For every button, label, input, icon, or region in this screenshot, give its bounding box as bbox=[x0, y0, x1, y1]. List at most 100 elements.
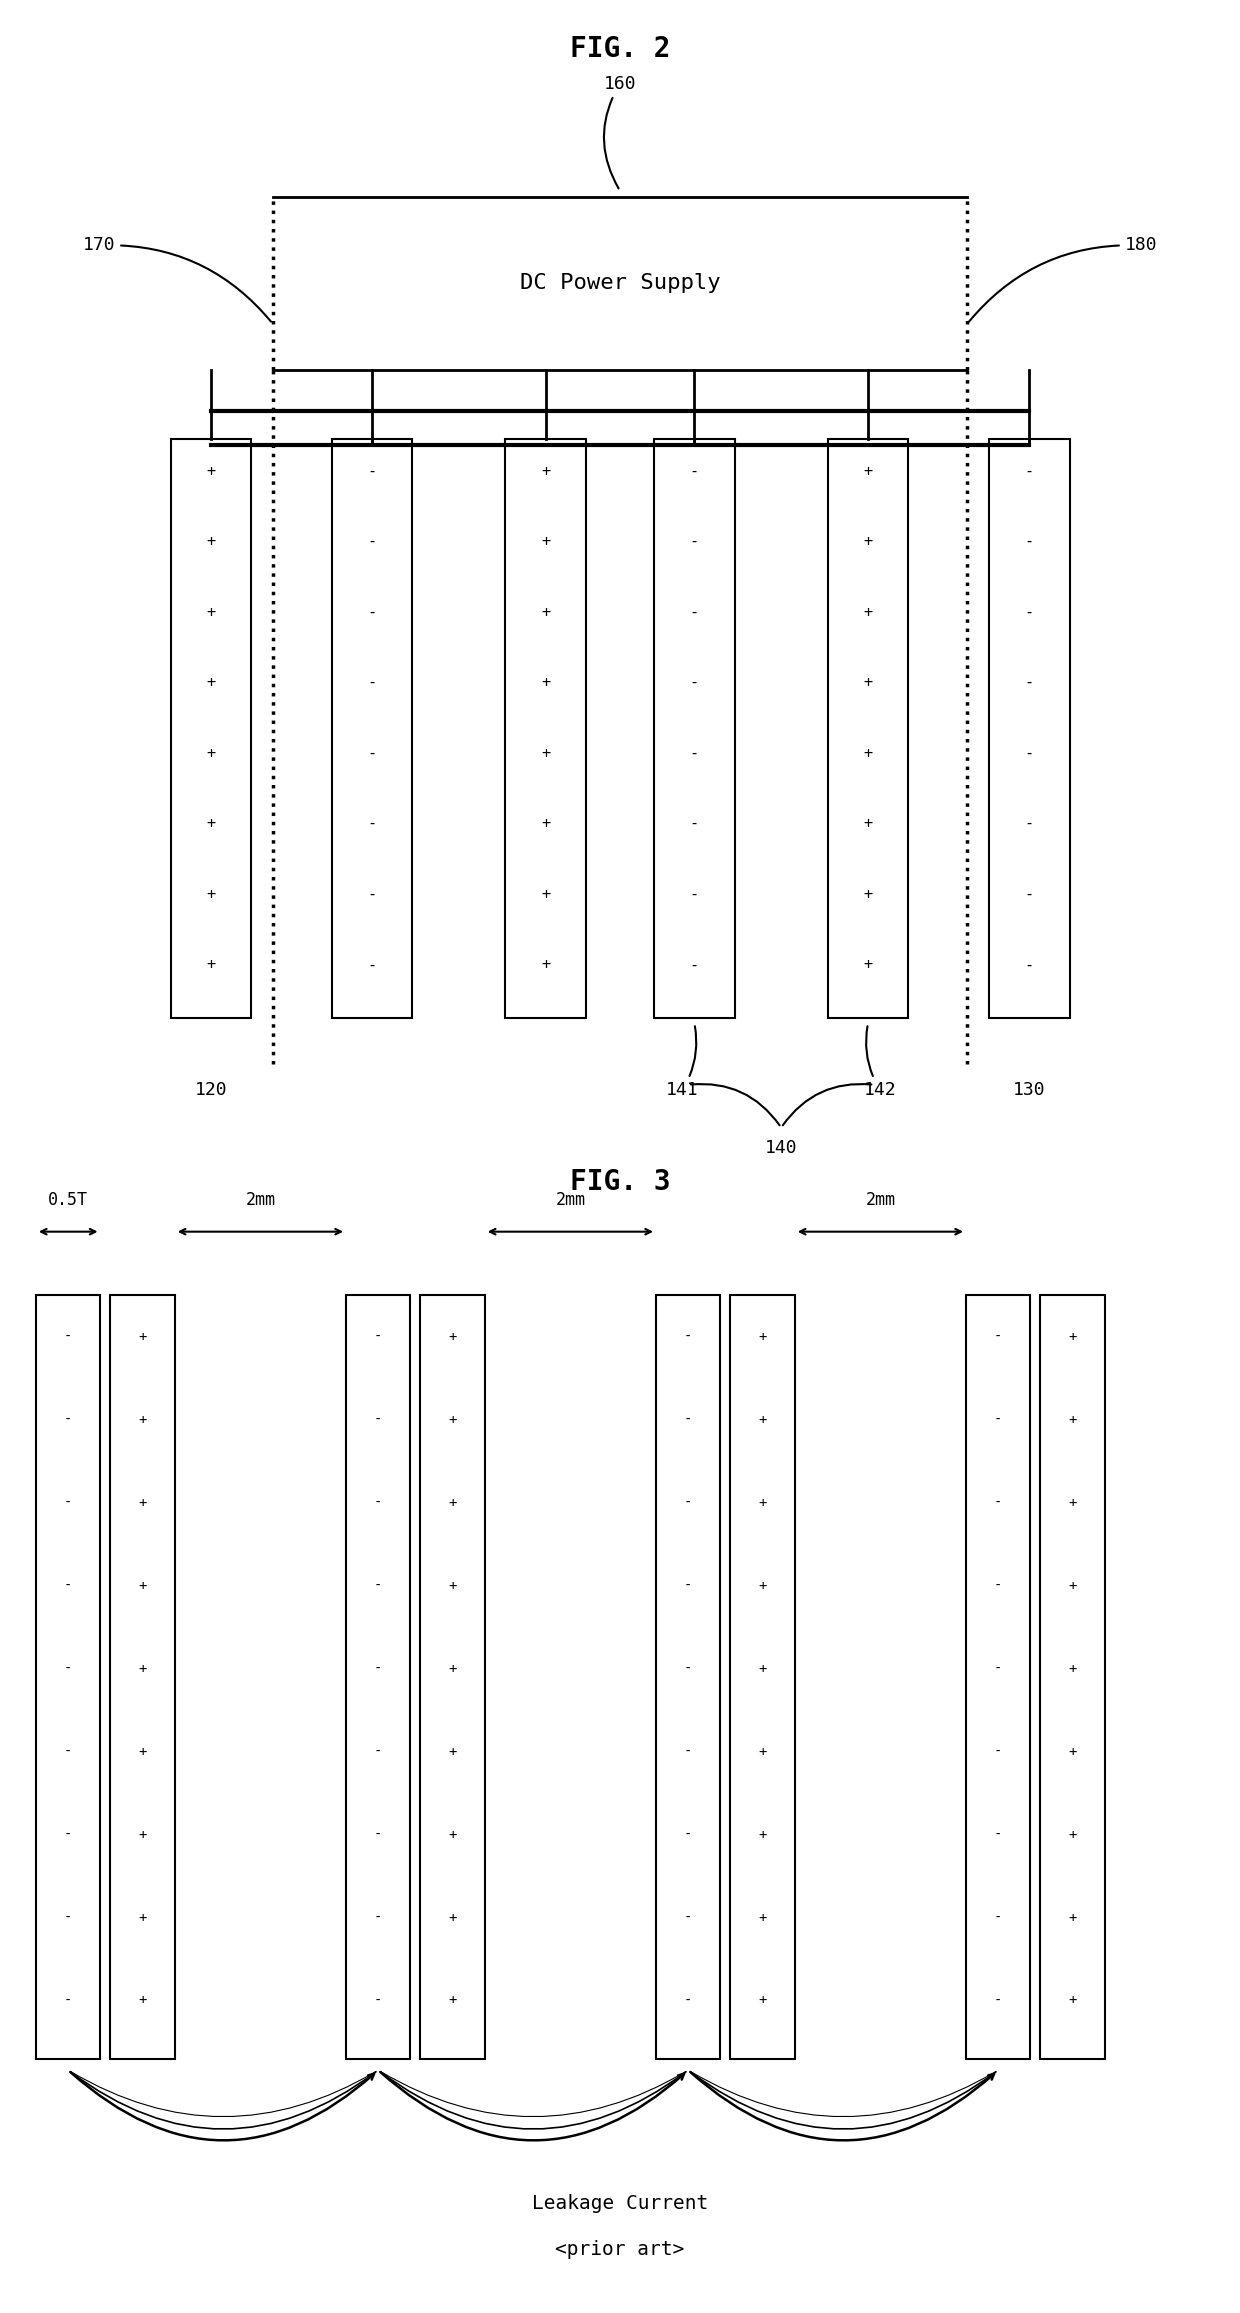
Text: -: - bbox=[994, 1413, 1002, 1427]
Text: -: - bbox=[689, 886, 699, 902]
Text: -: - bbox=[374, 1661, 382, 1675]
Text: -: - bbox=[64, 1330, 72, 1344]
Text: 140: 140 bbox=[765, 1138, 797, 1156]
Text: <prior art>: <prior art> bbox=[556, 2239, 684, 2260]
Bar bbox=[110, 1295, 175, 2059]
Text: +: + bbox=[1069, 1330, 1076, 1344]
Text: 160: 160 bbox=[604, 74, 636, 187]
Text: -: - bbox=[374, 1994, 382, 2008]
Text: +: + bbox=[449, 1497, 456, 1510]
Text: -: - bbox=[1024, 463, 1034, 479]
Text: +: + bbox=[541, 886, 551, 902]
Text: +: + bbox=[759, 1413, 766, 1427]
Text: 180: 180 bbox=[968, 236, 1157, 322]
Text: -: - bbox=[994, 1827, 1002, 1841]
Text: +: + bbox=[139, 1661, 146, 1675]
Text: +: + bbox=[759, 1744, 766, 1758]
Text: +: + bbox=[139, 1497, 146, 1510]
Text: -: - bbox=[684, 1580, 692, 1594]
Text: +: + bbox=[1069, 1580, 1076, 1594]
Text: +: + bbox=[541, 534, 551, 548]
Text: +: + bbox=[206, 886, 216, 902]
Text: -: - bbox=[684, 1994, 692, 2008]
Text: -: - bbox=[374, 1744, 382, 1758]
Text: -: - bbox=[689, 604, 699, 620]
Text: -: - bbox=[367, 675, 377, 689]
Text: -: - bbox=[374, 1497, 382, 1510]
Text: -: - bbox=[367, 816, 377, 830]
Text: +: + bbox=[541, 745, 551, 761]
Text: +: + bbox=[206, 463, 216, 479]
Text: +: + bbox=[206, 604, 216, 620]
Text: 170: 170 bbox=[83, 236, 272, 322]
Text: +: + bbox=[449, 1827, 456, 1841]
Text: 2mm: 2mm bbox=[556, 1191, 585, 1207]
Text: -: - bbox=[367, 534, 377, 548]
Text: -: - bbox=[374, 1413, 382, 1427]
Text: +: + bbox=[541, 604, 551, 620]
Text: -: - bbox=[689, 745, 699, 761]
Text: +: + bbox=[759, 1827, 766, 1841]
Bar bbox=[730, 1295, 795, 2059]
Text: 130: 130 bbox=[1013, 1082, 1045, 1099]
Text: -: - bbox=[374, 1911, 382, 1924]
Bar bbox=[966, 1295, 1030, 2059]
Text: +: + bbox=[541, 958, 551, 971]
Text: +: + bbox=[541, 675, 551, 689]
Text: FIG. 2: FIG. 2 bbox=[569, 35, 671, 62]
Text: 2mm: 2mm bbox=[866, 1191, 895, 1207]
Text: -: - bbox=[684, 1497, 692, 1510]
Text: -: - bbox=[64, 1580, 72, 1594]
Bar bbox=[1040, 1295, 1105, 2059]
Text: FIG. 3: FIG. 3 bbox=[569, 1168, 671, 1196]
Text: -: - bbox=[1024, 886, 1034, 902]
Text: +: + bbox=[206, 816, 216, 830]
Text: -: - bbox=[684, 1661, 692, 1675]
Text: DC Power Supply: DC Power Supply bbox=[520, 273, 720, 294]
Text: +: + bbox=[541, 463, 551, 479]
Text: +: + bbox=[449, 1744, 456, 1758]
Bar bbox=[655, 439, 734, 1018]
Text: -: - bbox=[64, 1994, 72, 2008]
Text: -: - bbox=[367, 463, 377, 479]
Text: -: - bbox=[994, 1330, 1002, 1344]
Text: -: - bbox=[64, 1827, 72, 1841]
Text: +: + bbox=[759, 1497, 766, 1510]
Text: +: + bbox=[1069, 1911, 1076, 1924]
Text: +: + bbox=[863, 958, 873, 971]
Text: -: - bbox=[994, 1661, 1002, 1675]
Text: -: - bbox=[994, 1911, 1002, 1924]
Text: -: - bbox=[994, 1497, 1002, 1510]
Text: +: + bbox=[863, 816, 873, 830]
Text: -: - bbox=[684, 1911, 692, 1924]
Text: +: + bbox=[759, 1580, 766, 1594]
Text: -: - bbox=[994, 1580, 1002, 1594]
Text: +: + bbox=[1069, 1994, 1076, 2008]
Text: +: + bbox=[139, 1413, 146, 1427]
Text: +: + bbox=[863, 745, 873, 761]
Text: -: - bbox=[684, 1744, 692, 1758]
Text: +: + bbox=[139, 1330, 146, 1344]
Text: +: + bbox=[1069, 1661, 1076, 1675]
Text: +: + bbox=[139, 1911, 146, 1924]
Text: +: + bbox=[1069, 1827, 1076, 1841]
Text: +: + bbox=[863, 534, 873, 548]
Text: -: - bbox=[684, 1413, 692, 1427]
Text: -: - bbox=[689, 534, 699, 548]
Text: +: + bbox=[449, 1413, 456, 1427]
Text: 0.5T: 0.5T bbox=[48, 1191, 88, 1207]
Text: -: - bbox=[689, 816, 699, 830]
Text: -: - bbox=[684, 1330, 692, 1344]
Text: 142: 142 bbox=[864, 1027, 897, 1099]
Bar bbox=[331, 439, 412, 1018]
Text: -: - bbox=[374, 1330, 382, 1344]
Text: -: - bbox=[64, 1911, 72, 1924]
Text: 141: 141 bbox=[666, 1027, 698, 1099]
Text: -: - bbox=[64, 1744, 72, 1758]
Text: -: - bbox=[684, 1827, 692, 1841]
Text: -: - bbox=[367, 604, 377, 620]
Text: +: + bbox=[449, 1330, 456, 1344]
Text: +: + bbox=[139, 1827, 146, 1841]
Text: -: - bbox=[689, 958, 699, 971]
Text: -: - bbox=[367, 958, 377, 971]
